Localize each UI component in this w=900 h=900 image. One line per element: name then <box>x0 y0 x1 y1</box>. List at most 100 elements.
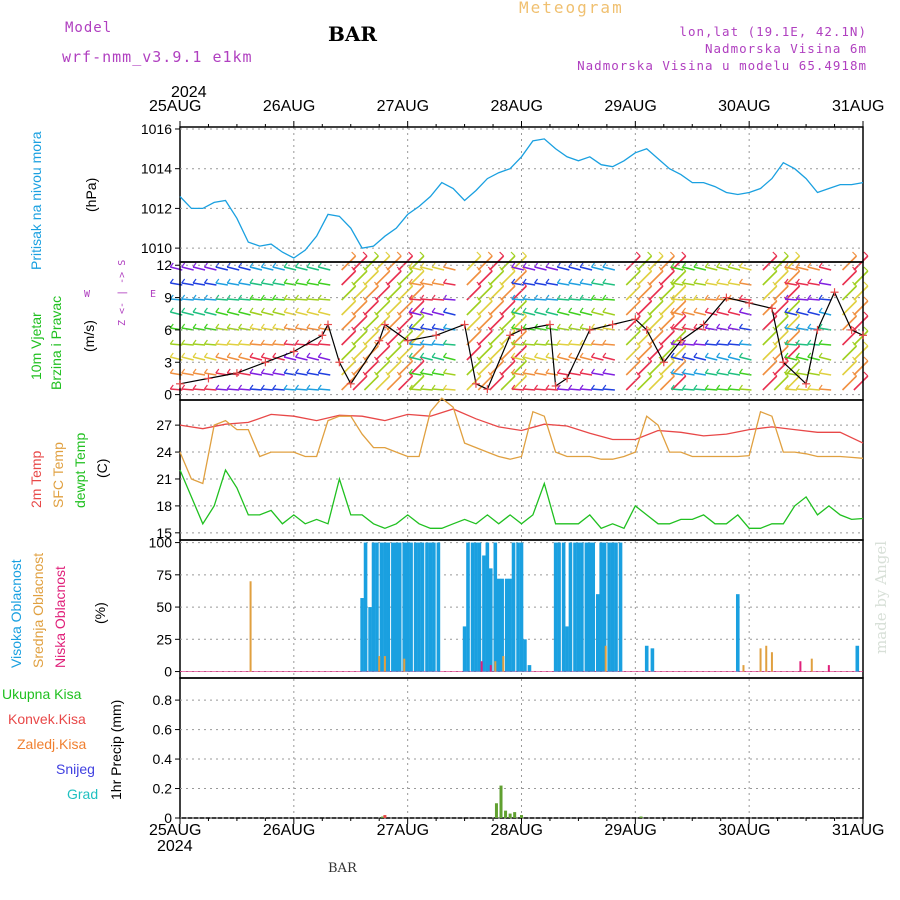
bottom-date-2: 27AUG <box>376 822 430 839</box>
wind-barb-flag <box>590 368 595 374</box>
wind-barb-flag <box>169 339 174 345</box>
wind-barb <box>511 266 524 271</box>
wind-barb <box>306 343 319 346</box>
wind-barb <box>318 372 331 376</box>
cloud-mid-bar <box>810 658 813 672</box>
wind-barb-flag <box>419 251 425 257</box>
wind-barb-flag <box>568 278 573 284</box>
wind-barb-flag <box>169 307 174 313</box>
cloud-high-bar <box>363 542 368 672</box>
cloud-high-bar <box>413 542 418 672</box>
wind-barb <box>352 315 368 331</box>
wind-barb <box>807 343 820 346</box>
wind-barb <box>511 298 524 301</box>
wind-barb <box>727 343 741 346</box>
wind-barb-flag <box>249 352 254 358</box>
y-tick-label: 1012 <box>141 200 172 216</box>
wind-barb <box>602 356 616 361</box>
wind-barb-flag <box>317 384 322 390</box>
t2m-line <box>179 408 864 444</box>
wind-barb <box>727 282 741 286</box>
wind-barb-flag <box>511 352 516 358</box>
wind-barb <box>500 345 516 361</box>
wind-barb <box>409 315 425 331</box>
wind-barb <box>272 282 285 286</box>
wind-barb-flag <box>306 384 311 390</box>
wind-barb <box>204 327 217 331</box>
wind-barb <box>727 311 741 316</box>
wind-barb-flag <box>283 278 288 284</box>
wind-barb <box>420 266 433 271</box>
wind-barb-flag <box>682 368 687 374</box>
wind-barb-flag <box>420 368 425 374</box>
wind-barb-flag <box>249 262 254 268</box>
wind-barb <box>671 360 687 376</box>
wind-barb <box>807 388 820 391</box>
wind-barb-flag <box>590 278 595 284</box>
wind-barb-flag <box>602 352 607 358</box>
precip-snow-label: Snijeg <box>56 761 95 777</box>
wind-barb <box>784 343 798 346</box>
wind-barb-flag <box>420 323 425 329</box>
wind-barb-flag <box>511 339 516 345</box>
wind-barb <box>420 298 433 301</box>
wind-barb <box>306 282 320 286</box>
wind-barb-flag <box>681 251 687 257</box>
cloud-mid-bar <box>765 645 768 672</box>
wind-barb <box>272 372 285 376</box>
wind-barb <box>181 372 194 376</box>
wind-barb <box>796 311 809 316</box>
wind-barb-flag <box>272 323 277 329</box>
wind-barb <box>807 298 820 301</box>
wind-barb <box>568 266 581 271</box>
wind-barb <box>477 255 493 271</box>
wind-barb-flag <box>545 307 550 313</box>
cloud-high-bar <box>470 542 475 672</box>
wind-barb <box>409 282 422 286</box>
wind-barb <box>295 282 308 286</box>
wind-barb <box>432 388 445 391</box>
wind-barb <box>670 311 684 316</box>
wind-barb-flag <box>863 356 869 362</box>
wind-barb <box>625 255 641 271</box>
wind-barb-flag <box>590 323 595 329</box>
y-tick-label: 27 <box>156 417 172 433</box>
wind-barb-flag <box>863 266 869 272</box>
wind-barb-flag <box>317 294 322 300</box>
wind-barb <box>409 356 422 361</box>
wind-barb <box>784 282 798 286</box>
wind-barb-flag <box>169 323 174 329</box>
wind-barb-flag <box>863 341 869 347</box>
cloud-high-bar <box>561 542 566 672</box>
wind-barb <box>272 343 285 346</box>
wind-barb-flag <box>795 368 800 374</box>
wind-barb <box>773 330 789 346</box>
y-tick-label: 1014 <box>141 161 172 177</box>
wind-barb <box>637 270 653 286</box>
cloud-mid-bar <box>403 658 406 672</box>
wind-barb <box>523 298 536 301</box>
wind-barb-flag <box>693 339 698 345</box>
wind-barb <box>796 343 809 346</box>
wind-barb <box>693 282 707 286</box>
wind-barb-flag <box>408 294 413 300</box>
y-tick-label: 50 <box>156 599 172 615</box>
wind-barb <box>295 356 308 361</box>
wind-barb <box>409 266 422 271</box>
wind-barb <box>443 356 456 361</box>
wind-barb-flag <box>306 262 311 268</box>
wind-barb <box>318 266 331 271</box>
wind-barb <box>659 375 675 391</box>
wind-barb-flag <box>795 352 800 358</box>
wind-barb <box>215 327 228 331</box>
wind-barb-flag <box>511 368 516 374</box>
wind-barb-flag <box>670 294 675 300</box>
precip-total-bar <box>508 813 512 818</box>
wind-barb <box>819 343 832 346</box>
precip-grad-label: Grad <box>67 786 99 802</box>
wind-barb-flag <box>373 251 379 257</box>
wind-barb <box>341 375 357 391</box>
wind-barb-flag <box>215 278 220 284</box>
wind-barb <box>386 360 402 376</box>
wind-barb-flag <box>476 251 482 257</box>
